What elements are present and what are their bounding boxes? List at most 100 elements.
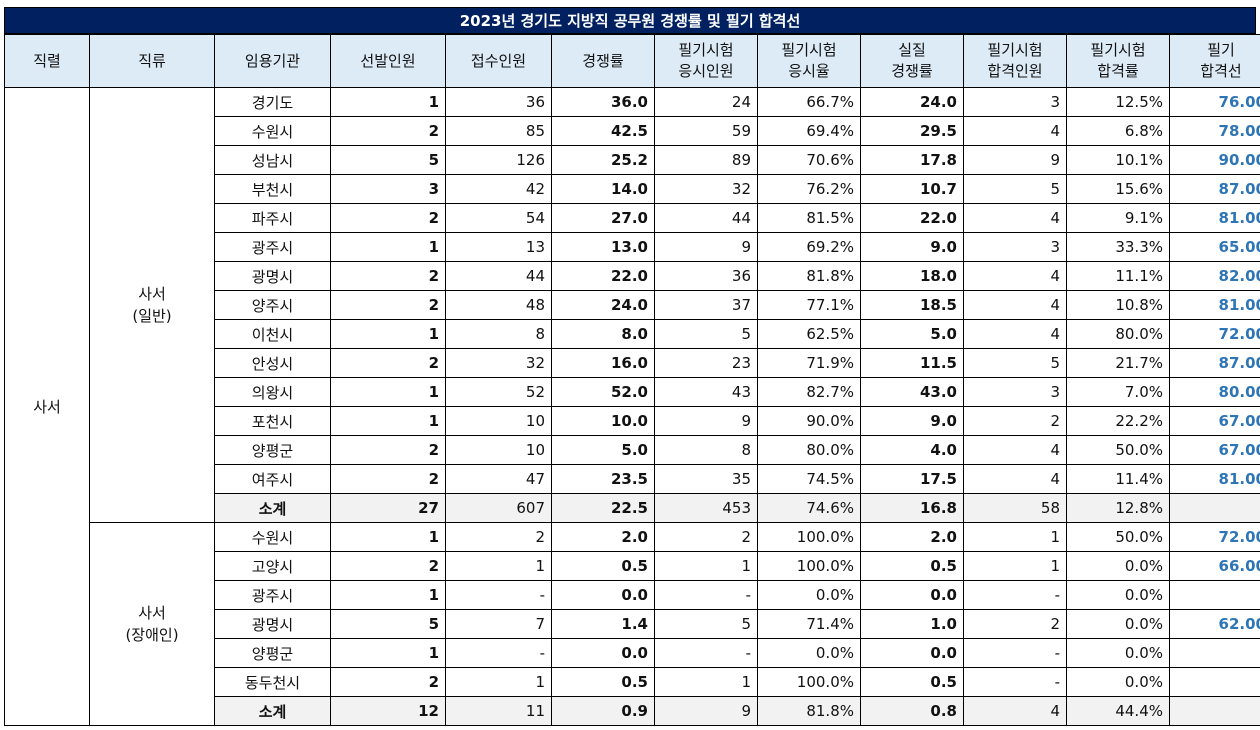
agency-cell: 양평군: [214, 638, 331, 668]
category-cell: 사서 (일반): [89, 87, 215, 523]
real-cell: 17.5: [860, 464, 964, 494]
real-cell: 1.0: [860, 609, 964, 639]
real-cell: 10.7: [860, 174, 964, 204]
comp-cell: 5.0: [551, 435, 655, 465]
apply-cell: 85: [445, 116, 552, 146]
subtotal-rate-cell: 81.8%: [757, 696, 861, 726]
sel-cell: 2: [330, 667, 446, 697]
subtotal-pass-cell: 58: [963, 493, 1067, 523]
pass-rate-cell: 11.1%: [1066, 261, 1170, 291]
take-cell: -: [654, 638, 758, 668]
cut-cell: 72.00: [1169, 522, 1260, 552]
take-cell: 9: [654, 406, 758, 436]
rate-cell: 69.4%: [757, 116, 861, 146]
pass-rate-cell: 6.8%: [1066, 116, 1170, 146]
subtotal-cut-cell: [1169, 493, 1260, 523]
comp-cell: 2.0: [551, 522, 655, 552]
comp-cell: 1.4: [551, 609, 655, 639]
results-sheet: 2023년 경기도 지방직 공무원 경쟁률 및 필기 합격선 직렬 직류 임용기…: [4, 7, 1260, 726]
header-cell: 필기시험 응시인원: [654, 34, 758, 88]
pass-cell: 5: [963, 348, 1067, 378]
sel-cell: 2: [330, 551, 446, 581]
header-cell: 필기시험 응시율: [757, 34, 861, 88]
real-cell: 9.0: [860, 232, 964, 262]
subtotal-sel-cell: 27: [330, 493, 446, 523]
take-cell: 1: [654, 551, 758, 581]
apply-cell: 32: [445, 348, 552, 378]
pass-rate-cell: 0.0%: [1066, 638, 1170, 668]
cut-cell: 81.00: [1169, 464, 1260, 494]
comp-cell: 42.5: [551, 116, 655, 146]
apply-cell: 2: [445, 522, 552, 552]
comp-cell: 24.0: [551, 290, 655, 320]
take-cell: 89: [654, 145, 758, 175]
take-cell: 24: [654, 87, 758, 117]
pass-rate-cell: 0.0%: [1066, 551, 1170, 581]
rate-cell: 100.0%: [757, 667, 861, 697]
pass-rate-cell: 21.7%: [1066, 348, 1170, 378]
subtotal-apply-cell: 607: [445, 493, 552, 523]
cut-cell: 62.00: [1169, 609, 1260, 639]
pass-rate-cell: 12.5%: [1066, 87, 1170, 117]
rate-cell: 62.5%: [757, 319, 861, 349]
comp-cell: 13.0: [551, 232, 655, 262]
agency-cell: 수원시: [214, 116, 331, 146]
header-cell: 필기 합격선: [1169, 34, 1260, 88]
sel-cell: 1: [330, 638, 446, 668]
subtotal-pass-rate-cell: 44.4%: [1066, 696, 1170, 726]
comp-cell: 27.0: [551, 203, 655, 233]
agency-cell: 의왕시: [214, 377, 331, 407]
pass-rate-cell: 15.6%: [1066, 174, 1170, 204]
rate-cell: 66.7%: [757, 87, 861, 117]
rate-cell: 100.0%: [757, 522, 861, 552]
agency-cell: 광주시: [214, 580, 331, 610]
cut-cell: -: [1169, 580, 1260, 610]
real-cell: 22.0: [860, 203, 964, 233]
rate-cell: 80.0%: [757, 435, 861, 465]
sel-cell: 2: [330, 348, 446, 378]
take-cell: 9: [654, 232, 758, 262]
subtotal-rate-cell: 74.6%: [757, 493, 861, 523]
cut-cell: 80.00: [1169, 377, 1260, 407]
agency-cell: 양평군: [214, 435, 331, 465]
comp-cell: 23.5: [551, 464, 655, 494]
cut-cell: 67.00: [1169, 435, 1260, 465]
real-cell: 18.5: [860, 290, 964, 320]
subtotal-pass-rate-cell: 12.8%: [1066, 493, 1170, 523]
real-cell: 18.0: [860, 261, 964, 291]
pass-rate-cell: 33.3%: [1066, 232, 1170, 262]
agency-cell: 여주시: [214, 464, 331, 494]
apply-cell: 8: [445, 319, 552, 349]
cut-cell: 65.00: [1169, 232, 1260, 262]
cut-cell: 82.00: [1169, 261, 1260, 291]
pass-cell: 4: [963, 203, 1067, 233]
agency-cell: 경기도: [214, 87, 331, 117]
sel-cell: 1: [330, 522, 446, 552]
rate-cell: 81.5%: [757, 203, 861, 233]
apply-cell: 52: [445, 377, 552, 407]
real-cell: 2.0: [860, 522, 964, 552]
agency-cell: 포천시: [214, 406, 331, 436]
take-cell: 59: [654, 116, 758, 146]
cut-cell: 87.00: [1169, 348, 1260, 378]
apply-cell: 126: [445, 145, 552, 175]
category-cell: 사서 (장애인): [89, 522, 215, 726]
pass-rate-cell: 0.0%: [1066, 580, 1170, 610]
pass-cell: 4: [963, 435, 1067, 465]
pass-cell: 3: [963, 232, 1067, 262]
cut-cell: 66.00: [1169, 551, 1260, 581]
real-cell: 29.5: [860, 116, 964, 146]
apply-cell: 42: [445, 174, 552, 204]
apply-cell: -: [445, 638, 552, 668]
comp-cell: 22.0: [551, 261, 655, 291]
rate-cell: 70.6%: [757, 145, 861, 175]
subtotal-sel-cell: 12: [330, 696, 446, 726]
apply-cell: 1: [445, 667, 552, 697]
real-cell: 5.0: [860, 319, 964, 349]
pass-cell: 4: [963, 319, 1067, 349]
rate-cell: 71.4%: [757, 609, 861, 639]
cut-cell: -: [1169, 667, 1260, 697]
take-cell: 44: [654, 203, 758, 233]
